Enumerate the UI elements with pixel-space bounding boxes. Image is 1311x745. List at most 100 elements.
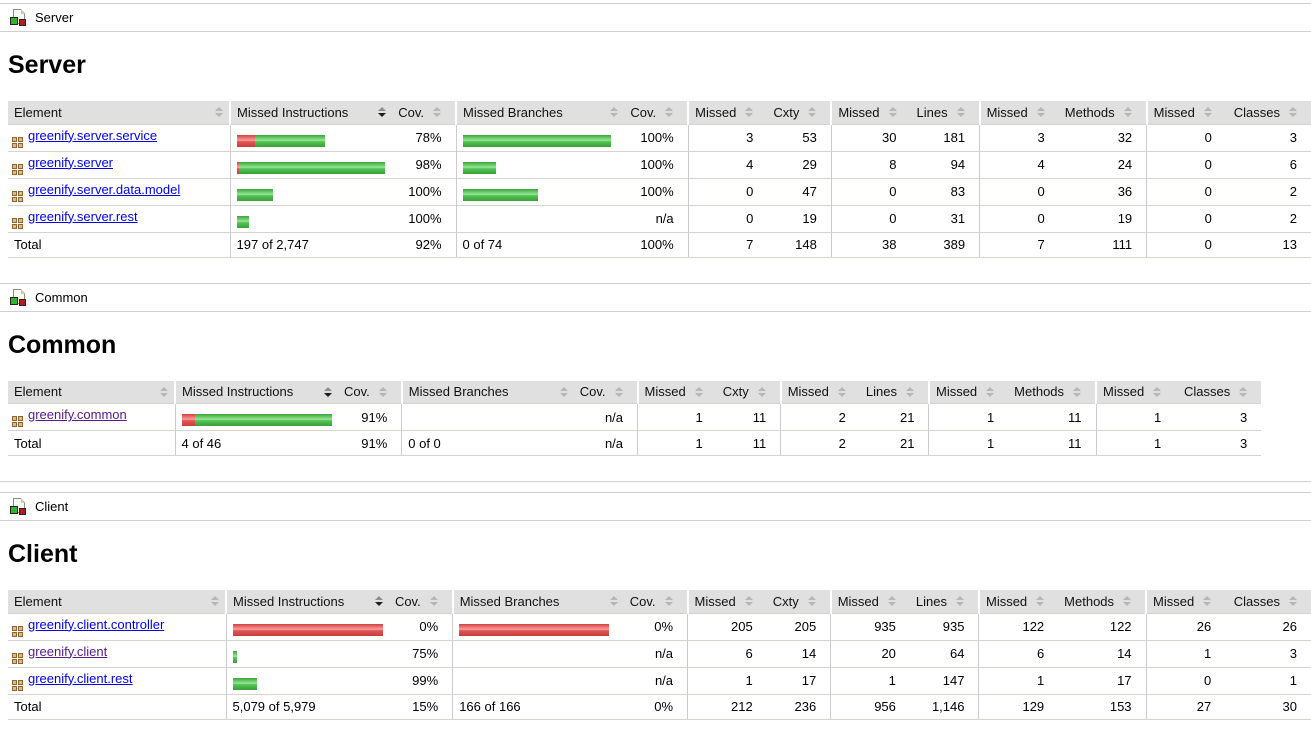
total-label-cell: Total	[8, 693, 226, 720]
column-header-missed-5[interactable]: Missed	[687, 101, 768, 124]
column-header-missed-7[interactable]: Missed	[779, 380, 860, 404]
sort-icon	[1123, 596, 1132, 607]
column-header-missed-7[interactable]: Missed	[829, 590, 910, 613]
missed-square	[19, 298, 26, 306]
package-link[interactable]: greenify.server.service	[28, 127, 158, 143]
column-header-classes-12[interactable]: Classes	[1225, 101, 1311, 124]
missed_classes-cell: 1	[1095, 403, 1176, 431]
coverage-table-server: Element Missed Instructions Cov. Missed Bra…	[8, 101, 1311, 258]
sort-icon	[609, 596, 618, 607]
header-cell: Missed	[838, 594, 896, 609]
column-header-missed-9[interactable]: Missed	[977, 590, 1059, 613]
column-header-missed-5[interactable]: Missed	[636, 380, 717, 404]
column-header-cov--4[interactable]: Cov.	[624, 101, 689, 124]
package-link[interactable]: greenify.server	[28, 154, 114, 170]
column-header-missed-instructions-1[interactable]: Missed Instructions	[229, 101, 393, 124]
sort-up-arrow	[744, 596, 753, 601]
missed_methods-cell: 1	[928, 403, 1009, 431]
column-header-label: Lines	[865, 384, 897, 400]
sort-up-arrow	[665, 107, 674, 112]
sort-down-arrow	[1153, 392, 1162, 397]
column-header-cov--4[interactable]: Cov.	[623, 590, 688, 613]
covered-square	[10, 296, 18, 305]
column-header-missed-branches-3[interactable]: Missed Branches	[455, 101, 625, 124]
column-header-cov--2[interactable]: Cov.	[338, 380, 402, 404]
column-header-lines-8[interactable]: Lines	[910, 101, 980, 124]
sort-icon	[837, 386, 846, 397]
column-header-missed-branches-3[interactable]: Missed Branches	[400, 380, 574, 404]
package-link[interactable]: greenify.client	[28, 643, 108, 659]
package-link[interactable]: greenify.server.data.model	[28, 181, 181, 197]
breadcrumb: Client	[0, 492, 1311, 521]
column-header-missed-5[interactable]: Missed	[686, 590, 767, 613]
column-header-methods-10[interactable]: Methods	[1058, 590, 1147, 613]
header-cell: Missed	[987, 105, 1045, 120]
methods-cell: 11	[1008, 403, 1097, 431]
column-header-missed-11[interactable]: Missed	[1145, 101, 1226, 124]
sort-up-arrow	[1036, 596, 1045, 601]
column-header-label: Missed	[837, 593, 879, 609]
column-header-lines-8[interactable]: Lines	[859, 380, 929, 404]
column-header-cxty-6[interactable]: Cxty	[767, 101, 832, 124]
missed-instructions-bar	[225, 612, 389, 640]
cxty-cell: 53	[767, 123, 832, 151]
column-header-classes-12[interactable]: Classes	[1175, 380, 1262, 404]
column-header-element-0[interactable]: Element	[8, 380, 175, 404]
sort-down-arrow	[837, 392, 846, 397]
column-header-cxty-6[interactable]: Cxty	[766, 590, 831, 613]
column-header-missed-instructions-1[interactable]: Missed Instructions	[225, 590, 389, 613]
column-header-label: Cov.	[629, 593, 656, 609]
sort-down-arrow	[745, 113, 754, 118]
page-title-server: Server	[8, 51, 86, 79]
package-link[interactable]: greenify.common	[28, 407, 127, 422]
sort-up-arrow	[807, 596, 816, 601]
column-header-element-0[interactable]: Element	[8, 590, 226, 613]
total-missed_classes-cell: 0	[1146, 231, 1226, 258]
package-link[interactable]: greenify.server.rest	[28, 208, 138, 224]
column-header-methods-10[interactable]: Methods	[1008, 380, 1097, 404]
package-icon-cell	[18, 658, 23, 664]
column-header-element-0[interactable]: Element	[8, 101, 231, 124]
package-link[interactable]: greenify.client.rest	[28, 670, 133, 686]
package-icon-cell	[12, 217, 17, 223]
column-header-missed-11[interactable]: Missed	[1095, 380, 1176, 404]
column-header-label: Missed	[986, 104, 1028, 120]
package-link[interactable]: greenify.client.controller	[28, 616, 165, 632]
report-page-fold	[21, 498, 26, 503]
column-header-classes-12[interactable]: Classes	[1225, 590, 1311, 613]
column-header-label: Missed	[787, 384, 829, 400]
missed-branches-bar	[455, 123, 625, 151]
column-header-methods-10[interactable]: Methods	[1058, 101, 1147, 124]
column-header-cov--4[interactable]: Cov.	[573, 380, 638, 404]
sort-down-arrow	[955, 602, 964, 607]
column-header-missed-7[interactable]: Missed	[830, 101, 911, 124]
package-icon	[12, 679, 23, 691]
package-icon	[12, 163, 23, 175]
missed-instructions-bar	[229, 123, 393, 151]
column-header-label: Missed Instructions	[233, 593, 345, 609]
column-header-cov--2[interactable]: Cov.	[392, 101, 457, 124]
column-header-cxty-6[interactable]: Cxty	[716, 380, 781, 404]
page-title-client: Client	[8, 540, 78, 568]
sort-down-arrow	[757, 392, 766, 397]
package-icon-cell	[18, 416, 23, 421]
package-icon	[12, 217, 23, 229]
missed_classes-cell: 0	[1146, 123, 1226, 151]
column-header-cov--2[interactable]: Cov.	[388, 590, 453, 613]
missed_classes-cell: 26	[1145, 612, 1226, 640]
missed_methods-cell: 1	[978, 666, 1059, 694]
column-header-missed-instructions-1[interactable]: Missed Instructions	[174, 380, 338, 404]
sort-down-arrow	[429, 602, 438, 607]
sort-down-arrow	[1289, 113, 1297, 118]
column-header-missed-11[interactable]: Missed	[1145, 590, 1226, 613]
sort-down-arrow	[808, 113, 817, 118]
column-header-missed-9[interactable]: Missed	[978, 101, 1059, 124]
total-cxty-cell: 236	[766, 693, 831, 720]
column-header-lines-8[interactable]: Lines	[909, 590, 979, 613]
header-cell: Element	[14, 384, 168, 399]
column-header-missed-branches-3[interactable]: Missed Branches	[451, 590, 624, 613]
column-header-missed-9[interactable]: Missed	[927, 380, 1009, 404]
element-cell: greenify.server.data.model	[8, 177, 231, 205]
sort-up-arrow	[1203, 596, 1212, 601]
cxty-cell: 19	[767, 204, 832, 232]
